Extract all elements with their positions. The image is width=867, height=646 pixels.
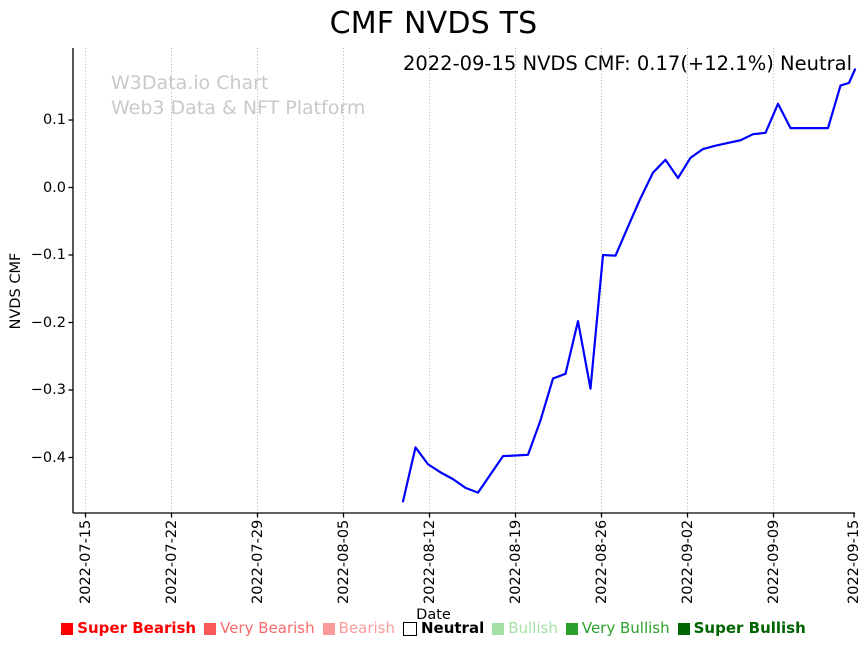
legend-label: Neutral (420, 619, 485, 637)
x-tick-label: 2022-07-29 (249, 520, 266, 605)
legend-item-super-bearish[interactable]: Super Bearish (57, 620, 200, 637)
y-axis-tick-labels: 0.1 0.0 −0.1 −0.2 −0.3 −0.4 (0, 0, 66, 646)
x-tick-label: 2022-09-02 (679, 520, 696, 605)
legend-label: Very Bullish (581, 619, 670, 637)
chart-title: CMF NVDS TS (329, 6, 538, 41)
legend-item-very-bullish[interactable]: Very Bullish (562, 620, 674, 637)
legend-label: Very Bearish (220, 619, 315, 637)
x-axis-label: Date (416, 607, 451, 623)
y-tick-label: 0.0 (42, 179, 66, 196)
y-tick-label: −0.1 (30, 247, 66, 263)
series-line-nvds-cmf (401, 68, 857, 503)
data-series-line (401, 68, 857, 503)
x-tick-label: 2022-08-05 (335, 520, 352, 605)
legend-swatch-icon (565, 622, 578, 635)
legend-swatch-icon (322, 622, 335, 635)
legend-item-bearish[interactable]: Bearish (319, 620, 399, 637)
axis-spines (72, 48, 855, 514)
x-tick-label: 2022-09-09 (765, 520, 782, 605)
y-tick-label: −0.4 (30, 449, 66, 466)
y-tick-label: −0.3 (30, 382, 66, 398)
x-tick-label: 2022-07-22 (163, 520, 180, 605)
y-tick-label: 0.1 (42, 112, 66, 128)
legend-item-neutral[interactable]: Neutral (399, 620, 488, 637)
x-tick-label: 2022-08-12 (421, 520, 438, 605)
x-tick-label: 2022-08-26 (593, 520, 610, 605)
legend: Super Bearish Very Bearish Bearish Neutral B… (0, 620, 867, 637)
legend-label: Bearish (338, 619, 395, 637)
legend-swatch-icon (402, 621, 417, 636)
legend-item-very-bearish[interactable]: Very Bearish (200, 620, 319, 637)
y-tick-label: −0.2 (30, 314, 66, 331)
legend-label: Bullish (508, 619, 558, 637)
legend-swatch-icon (204, 622, 217, 635)
axis-ticks (68, 119, 855, 518)
legend-item-super-bullish[interactable]: Super Bullish (674, 620, 810, 637)
legend-item-bullish[interactable]: Bullish (488, 620, 562, 637)
legend-swatch-icon (492, 622, 505, 635)
legend-swatch-icon (677, 622, 690, 635)
x-tick-label: 2022-09-15 (846, 520, 862, 605)
legend-label: Super Bullish (693, 619, 806, 637)
x-tick-label: 2022-07-15 (77, 520, 94, 605)
gridlines (85, 48, 774, 513)
legend-label: Super Bearish (77, 619, 197, 637)
legend-swatch-icon (61, 622, 74, 635)
x-tick-label: 2022-08-19 (507, 520, 524, 605)
